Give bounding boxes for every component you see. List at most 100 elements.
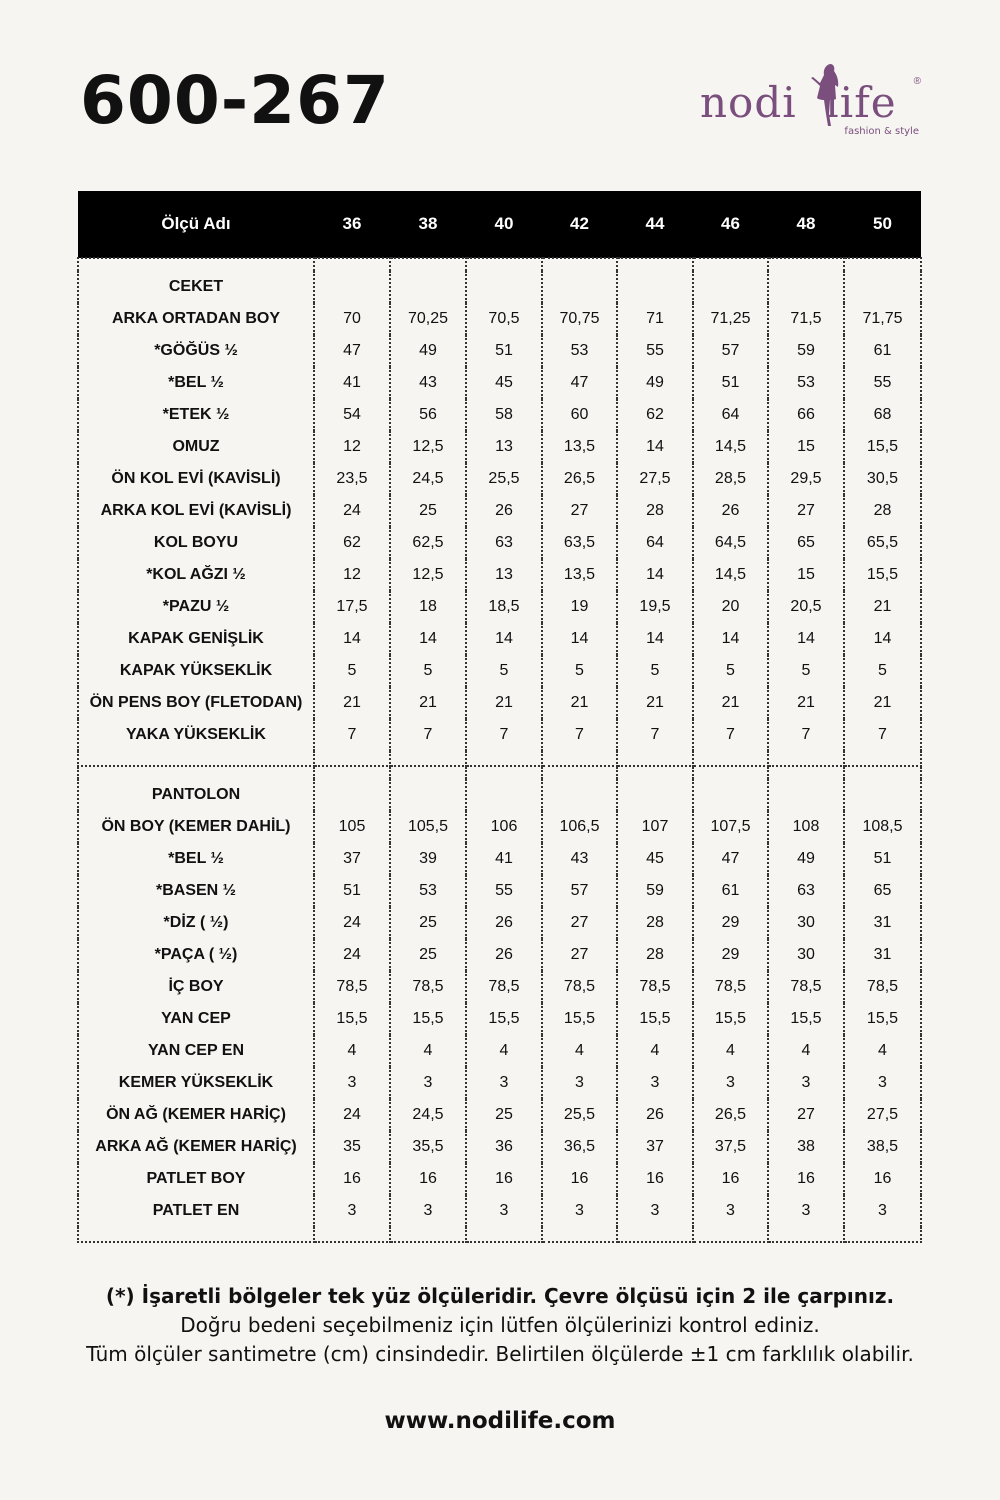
size-value: 25 [389, 907, 467, 939]
size-value: 7 [541, 719, 618, 751]
size-value: 4 [313, 1035, 391, 1067]
size-value: 24 [313, 939, 391, 971]
empty-cell [767, 271, 845, 303]
size-value: 4 [843, 1035, 922, 1067]
size-value: 106,5 [541, 811, 618, 843]
section-padding [77, 751, 922, 767]
empty-cell [465, 751, 543, 767]
size-value: 5 [767, 655, 845, 687]
size-value: 15,5 [767, 1003, 845, 1035]
size-value: 16 [465, 1163, 543, 1195]
size-value: 59 [616, 875, 694, 907]
size-value: 61 [692, 875, 769, 907]
size-value: 51 [692, 367, 769, 399]
size-value: 21 [389, 687, 467, 719]
size-value: 47 [313, 335, 391, 367]
size-header: 40 [466, 191, 542, 258]
size-value: 60 [541, 399, 618, 431]
size-value: 14 [465, 623, 543, 655]
table-row: YAKA YÜKSEKLİK 7 7 7 7 7 7 7 7 [77, 719, 922, 751]
note-line-3: Tüm ölçüler santimetre (cm) cinsindedir.… [86, 1342, 914, 1366]
size-value: 7 [767, 719, 845, 751]
size-header: 50 [844, 191, 921, 258]
table-row: *BEL ½ 37 39 41 43 45 47 49 51 [77, 843, 922, 875]
size-value: 16 [692, 1163, 769, 1195]
size-value: 31 [843, 939, 922, 971]
empty-cell [843, 765, 922, 779]
size-value: 15,5 [389, 1003, 467, 1035]
empty-cell [616, 751, 694, 767]
measure-name: ÖN BOY (KEMER DAHİL) [77, 811, 315, 843]
size-value: 3 [767, 1195, 845, 1227]
size-value: 24 [313, 907, 391, 939]
size-value: 35 [313, 1131, 391, 1163]
size-value: 107 [616, 811, 694, 843]
size-value: 5 [541, 655, 618, 687]
empty-cell [389, 751, 467, 767]
size-value: 28 [843, 495, 922, 527]
size-value: 105,5 [389, 811, 467, 843]
size-value: 106 [465, 811, 543, 843]
size-value: 7 [692, 719, 769, 751]
table-row: ÖN PENS BOY (FLETODAN) 21 21 21 21 21 21 21 21 [77, 687, 922, 719]
empty-cell [767, 765, 845, 779]
empty-cell [843, 779, 922, 811]
size-value: 26 [465, 907, 543, 939]
table-row: *PAZU ½ 17,5 18 18,5 19 19,5 20 20,5 21 [77, 591, 922, 623]
size-value: 3 [313, 1067, 391, 1099]
size-value: 55 [465, 875, 543, 907]
measure-name: PATLET EN [77, 1195, 315, 1227]
size-value: 15,5 [541, 1003, 618, 1035]
empty-cell [843, 1227, 922, 1243]
size-value: 61 [843, 335, 922, 367]
table-row: YAN CEP EN 4 4 4 4 4 4 4 4 [77, 1035, 922, 1067]
empty-cell [692, 751, 769, 767]
size-value: 15,5 [616, 1003, 694, 1035]
size-value: 29 [692, 939, 769, 971]
size-value: 47 [541, 367, 618, 399]
measure-name: ÖN KOL EVİ (KAVİSLİ) [77, 463, 315, 495]
measure-name: KAPAK YÜKSEKLİK [77, 655, 315, 687]
size-value: 3 [465, 1067, 543, 1099]
size-value: 59 [767, 335, 845, 367]
size-value: 21 [313, 687, 391, 719]
size-value: 14 [616, 623, 694, 655]
measure-name: *BEL ½ [77, 843, 315, 875]
size-value: 26 [465, 939, 543, 971]
empty-cell [541, 779, 618, 811]
size-value: 25,5 [465, 463, 543, 495]
size-value: 4 [616, 1035, 694, 1067]
size-value: 62,5 [389, 527, 467, 559]
table-row: *GÖĞÜS ½ 47 49 51 53 55 57 59 61 [77, 335, 922, 367]
size-value: 21 [767, 687, 845, 719]
size-value: 68 [843, 399, 922, 431]
size-value: 78,5 [767, 971, 845, 1003]
empty-cell [389, 1227, 467, 1243]
size-value: 13,5 [541, 431, 618, 463]
table-row: KOL BOYU 62 62,5 63 63,5 64 64,5 65 65,5 [77, 527, 922, 559]
measure-name: ARKA ORTADAN BOY [77, 303, 315, 335]
size-value: 27,5 [843, 1099, 922, 1131]
size-value: 26 [465, 495, 543, 527]
website-link[interactable]: www.nodilife.com [384, 1408, 616, 1434]
size-value: 28 [616, 495, 694, 527]
size-value: 3 [616, 1195, 694, 1227]
table-row: PATLET BOY 16 16 16 16 16 16 16 16 [77, 1163, 922, 1195]
size-value: 26 [692, 495, 769, 527]
size-value: 5 [692, 655, 769, 687]
size-value: 27 [541, 907, 618, 939]
size-value: 14 [767, 623, 845, 655]
size-value: 51 [313, 875, 391, 907]
empty-cell [767, 1227, 845, 1243]
size-value: 53 [767, 367, 845, 399]
empty-cell [77, 751, 315, 767]
size-value: 49 [616, 367, 694, 399]
empty-cell [465, 779, 543, 811]
logo-tagline: fashion & style [844, 126, 919, 137]
empty-cell [541, 271, 618, 303]
table-row: KEMER YÜKSEKLİK 3 3 3 3 3 3 3 3 [77, 1067, 922, 1099]
size-value: 14 [616, 559, 694, 591]
size-value: 25,5 [541, 1099, 618, 1131]
size-value: 15 [767, 559, 845, 591]
empty-cell [77, 765, 315, 779]
